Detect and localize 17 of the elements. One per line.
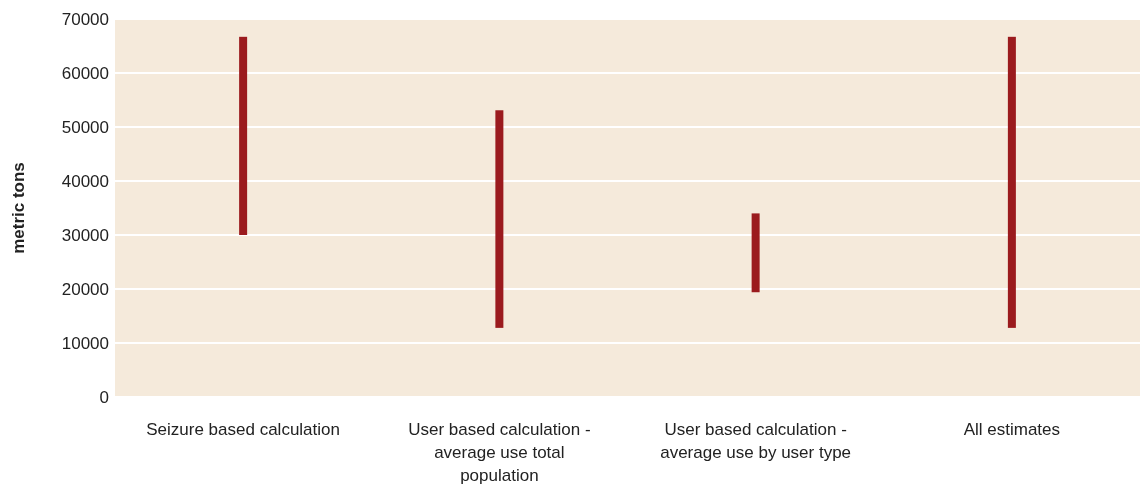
x-tick-label: Seizure based calculation (146, 420, 340, 439)
bar (239, 36, 248, 235)
x-tick-label: User based calculation - average use by user type (660, 420, 852, 462)
bar (751, 213, 760, 293)
y-tick-label: 10000 (61, 333, 109, 353)
x-tick-label: User based calculation - average use total population (408, 420, 591, 485)
x-tick-label: All estimates (963, 420, 1061, 439)
y-tick-label: 60000 (61, 63, 109, 83)
y-tick-label: 30000 (61, 225, 109, 245)
y-axis-title: metric tons (9, 162, 28, 254)
y-tick-label: 20000 (61, 279, 109, 299)
bar (1007, 36, 1016, 328)
y-tick-label: 0 (99, 387, 109, 407)
y-tick-label: 50000 (61, 117, 109, 137)
y-tick-label: 40000 (61, 171, 109, 191)
bar (495, 110, 504, 328)
y-tick-label: 70000 (61, 9, 109, 29)
